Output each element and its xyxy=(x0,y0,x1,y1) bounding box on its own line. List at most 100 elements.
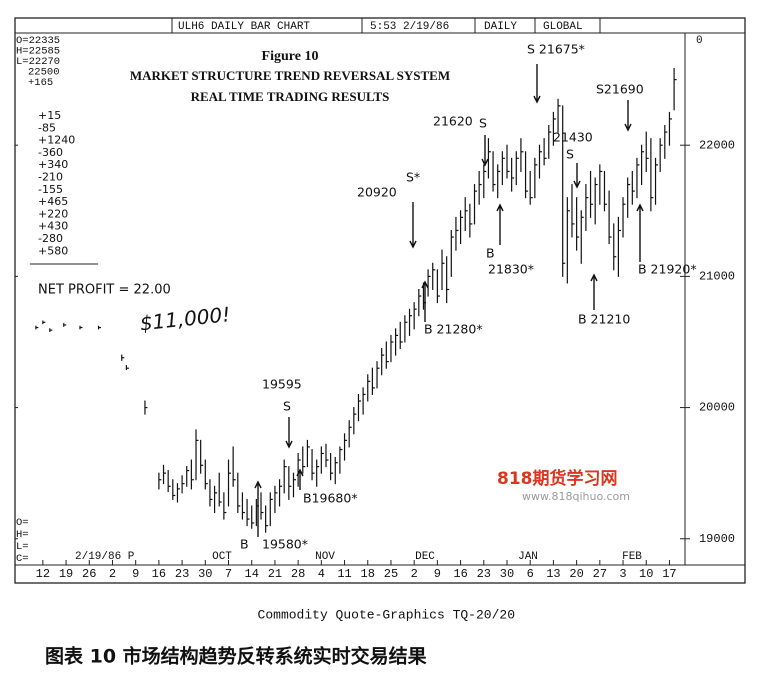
readout: O= xyxy=(16,517,29,529)
annotation: B 21920* xyxy=(638,262,697,277)
annotation: S xyxy=(283,399,291,414)
x-tick-label: 14 xyxy=(245,567,259,581)
corner-label: 0 xyxy=(696,35,703,47)
month-label: JAN xyxy=(518,551,538,563)
x-tick-label: 26 xyxy=(82,567,96,581)
arrow xyxy=(481,135,489,167)
x-tick-label: 19 xyxy=(59,567,73,581)
arrow xyxy=(409,202,417,249)
x-tick-label: 16 xyxy=(152,567,166,581)
arrow xyxy=(296,468,304,490)
chart-subtitle: REAL TIME TRADING RESULTS xyxy=(191,89,390,104)
annotation: 19580* xyxy=(262,537,308,552)
annotation: S* xyxy=(406,170,420,185)
readout: L=22270 xyxy=(16,56,60,68)
readout: 22500 xyxy=(28,66,60,78)
annotation: 21430 xyxy=(553,130,593,145)
x-tick-label: 2 xyxy=(109,567,116,581)
header-cell: ULH6 DAILY BAR CHART xyxy=(178,21,310,33)
figure-label: Figure 10 xyxy=(262,49,319,64)
trade-result: +220 xyxy=(38,207,68,220)
month-label: FEB xyxy=(622,551,642,563)
x-tick-label: 16 xyxy=(453,567,467,581)
arrow xyxy=(590,273,598,310)
profit-note: $11,000! xyxy=(139,302,232,335)
chart-title: MARKET STRUCTURE TREND REVERSAL SYSTEM xyxy=(130,68,450,83)
trade-result: +340 xyxy=(38,158,68,171)
x-tick-label: 3 xyxy=(619,567,626,581)
x-tick-label: 18 xyxy=(361,567,375,581)
x-tick-label: 28 xyxy=(291,567,305,581)
x-tick-label: 9 xyxy=(132,567,139,581)
x-tick-label: 12 xyxy=(36,567,50,581)
x-tick-label: 25 xyxy=(384,567,398,581)
annotation: B xyxy=(240,537,249,552)
readout: +165 xyxy=(28,77,53,89)
month-label: DEC xyxy=(415,551,435,563)
readout: O=22335 xyxy=(16,35,60,47)
x-tick-label: 23 xyxy=(175,567,189,581)
x-tick-label: 2 xyxy=(411,567,418,581)
arrow xyxy=(636,203,644,262)
readout: C= xyxy=(16,553,29,565)
month-label: NOV xyxy=(315,551,335,563)
net-profit: NET PROFIT = 22.00 xyxy=(38,283,171,298)
x-tick-label: 13 xyxy=(546,567,560,581)
arrow xyxy=(624,100,632,132)
x-tick-label: 17 xyxy=(662,567,676,581)
trade-result: +465 xyxy=(38,195,68,208)
trade-result: +15 xyxy=(38,109,61,122)
y-tick-label: 22000 xyxy=(699,138,735,152)
watermark-url: www.818qihuo.com xyxy=(522,490,630,503)
trade-result: -210 xyxy=(38,171,63,184)
trade-result: +430 xyxy=(38,220,68,233)
x-tick-label: 21 xyxy=(268,567,282,581)
arrow xyxy=(285,417,293,449)
x-tick-label: 23 xyxy=(477,567,491,581)
readout: H=22585 xyxy=(16,45,60,57)
caption: 图表 10 市场结构趋势反转系统实时交易结果 xyxy=(45,645,427,668)
y-tick-label: 19000 xyxy=(699,532,735,546)
annotation: B 21210 xyxy=(578,312,630,327)
annotation: S xyxy=(479,116,487,131)
x-tick-label: 7 xyxy=(225,567,232,581)
header-cell: GLOBAL xyxy=(543,21,583,33)
annotation: B19680* xyxy=(303,491,358,506)
arrow xyxy=(254,480,262,537)
trade-result: -360 xyxy=(38,146,63,159)
x-tick-label: 10 xyxy=(639,567,653,581)
readout: L= xyxy=(16,541,29,553)
annotation: 19595 xyxy=(262,377,302,392)
trade-result: +1240 xyxy=(38,134,75,147)
annotation: S21690 xyxy=(596,82,644,97)
header-cell: DAILY xyxy=(484,21,517,33)
annotation: B xyxy=(486,246,495,261)
x-tick-label: 4 xyxy=(318,567,325,581)
header-cell: 5:53 2/19/86 xyxy=(370,21,449,33)
arrow xyxy=(421,280,429,322)
y-tick-label: 21000 xyxy=(699,270,735,284)
annotation: B 21280* xyxy=(424,322,483,337)
watermark: 818期货学习网 xyxy=(497,468,618,489)
arrow xyxy=(496,203,504,245)
arrow xyxy=(533,64,541,104)
x-tick-label: 30 xyxy=(500,567,514,581)
date-label: 2/19/86 P xyxy=(75,551,135,563)
header-cells: ULH6 DAILY BAR CHART 5:53 2/19/86 DAILY … xyxy=(171,18,601,33)
x-tick-label: 20 xyxy=(569,567,583,581)
x-tick-label: 27 xyxy=(593,567,607,581)
trade-result: -155 xyxy=(38,183,63,196)
footer: Commodity Quote-Graphics TQ-20/20 xyxy=(258,607,515,622)
readout: H= xyxy=(16,529,29,541)
chart-frame xyxy=(14,17,746,584)
annotation: 21620 xyxy=(433,114,473,129)
trade-result: -280 xyxy=(38,232,63,245)
annotation: S xyxy=(566,147,574,162)
annotation: 21830* xyxy=(488,262,534,277)
trade-result: -85 xyxy=(38,121,56,134)
annotation: 20920 xyxy=(357,185,397,200)
x-tick-label: 9 xyxy=(434,567,441,581)
arrow xyxy=(573,163,581,189)
trade-result: +580 xyxy=(38,244,68,257)
